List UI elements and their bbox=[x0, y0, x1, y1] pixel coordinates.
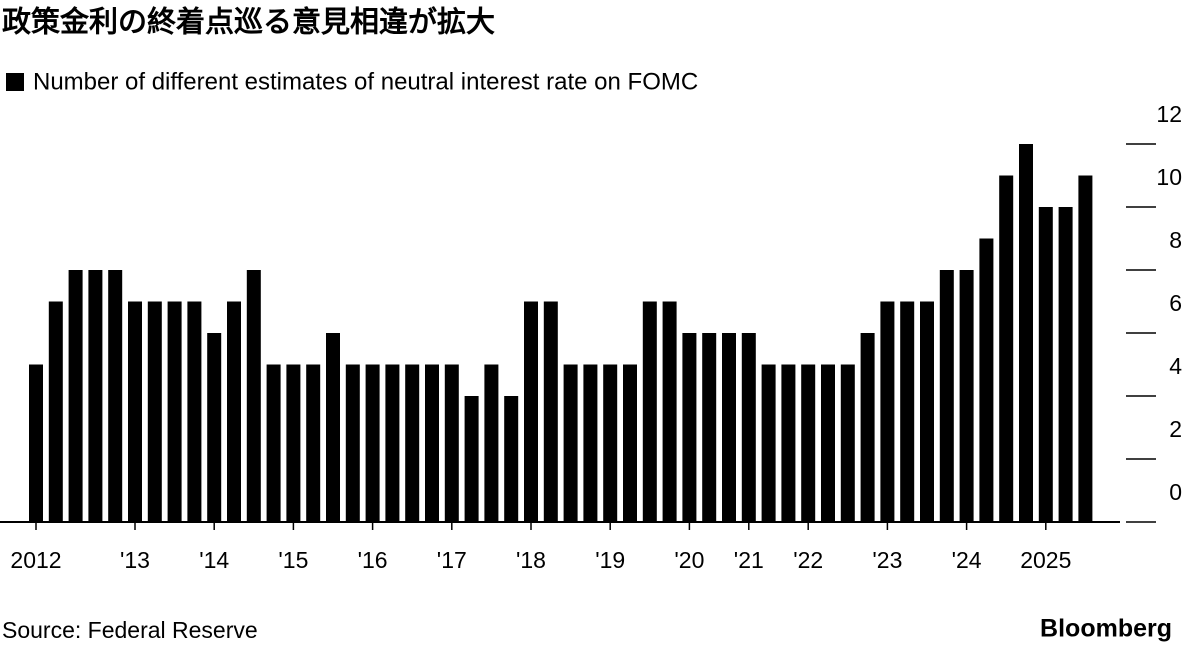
bar bbox=[108, 270, 123, 522]
bar bbox=[939, 270, 954, 522]
bar bbox=[128, 301, 142, 522]
bar bbox=[761, 364, 776, 522]
bar bbox=[246, 270, 261, 522]
bar bbox=[48, 301, 63, 522]
bar bbox=[900, 301, 915, 522]
bar bbox=[702, 333, 717, 522]
x-tick-label: '19 bbox=[595, 547, 625, 573]
bar bbox=[1019, 144, 1033, 522]
bar bbox=[603, 364, 618, 522]
bar bbox=[484, 364, 499, 522]
bar bbox=[662, 301, 677, 522]
bar bbox=[167, 301, 182, 522]
legend-label: Number of different estimates of neutral… bbox=[33, 68, 698, 95]
bar bbox=[682, 333, 697, 522]
x-tick-label: 2025 bbox=[1020, 547, 1071, 573]
bar bbox=[425, 364, 439, 522]
x-tick-label: '17 bbox=[437, 547, 467, 573]
bar bbox=[524, 301, 538, 522]
y-tick-label: 6 bbox=[1169, 290, 1182, 316]
bar bbox=[999, 175, 1014, 522]
x-tick-label: '16 bbox=[358, 547, 388, 573]
chart-title: 政策金利の終着点巡る意見相違が拡大 bbox=[2, 5, 495, 39]
bar bbox=[345, 364, 360, 522]
bar bbox=[642, 301, 657, 522]
bar bbox=[1058, 207, 1073, 522]
bar bbox=[741, 333, 756, 522]
bar bbox=[365, 364, 380, 522]
bar bbox=[88, 270, 103, 522]
x-tick-label: '20 bbox=[674, 547, 704, 573]
bar bbox=[1078, 175, 1093, 522]
bar bbox=[563, 364, 578, 522]
bar bbox=[860, 333, 875, 522]
bar bbox=[880, 301, 895, 522]
bar bbox=[147, 301, 162, 522]
y-tick-label: 0 bbox=[1169, 479, 1182, 505]
bar bbox=[979, 238, 994, 522]
bar bbox=[623, 364, 637, 522]
bar bbox=[959, 270, 974, 522]
bar bbox=[227, 301, 241, 522]
x-tick-label: 2012 bbox=[10, 547, 61, 573]
y-tick-label: 8 bbox=[1169, 227, 1182, 253]
x-tick-label: '14 bbox=[199, 547, 229, 573]
bar bbox=[583, 364, 598, 522]
x-tick-label: '13 bbox=[120, 547, 150, 573]
bar bbox=[207, 333, 222, 522]
x-tick-label: '15 bbox=[278, 547, 308, 573]
bar bbox=[801, 364, 816, 522]
bar bbox=[286, 364, 301, 522]
bar bbox=[405, 364, 420, 522]
bar bbox=[29, 364, 43, 522]
x-tick-label: '18 bbox=[516, 547, 546, 573]
bar bbox=[444, 364, 459, 522]
x-tick-label: '21 bbox=[734, 547, 764, 573]
brand: Bloomberg bbox=[1040, 615, 1172, 643]
bar bbox=[306, 364, 321, 522]
bar bbox=[68, 270, 83, 522]
y-tick-label: 2 bbox=[1169, 416, 1182, 442]
legend-swatch bbox=[6, 73, 24, 91]
x-tick-label: '22 bbox=[793, 547, 823, 573]
y-tick-label: 4 bbox=[1169, 353, 1182, 379]
x-tick-label: '23 bbox=[872, 547, 902, 573]
y-tick-label: 12 bbox=[1156, 101, 1182, 127]
bar bbox=[504, 396, 519, 522]
bar bbox=[187, 301, 202, 522]
bar bbox=[326, 333, 340, 522]
bar bbox=[543, 301, 558, 522]
bar bbox=[821, 364, 835, 522]
bar bbox=[1038, 207, 1053, 522]
source: Source: Federal Reserve bbox=[2, 617, 258, 643]
bar bbox=[385, 364, 400, 522]
bar bbox=[920, 301, 934, 522]
bar bbox=[722, 333, 736, 522]
bar bbox=[781, 364, 796, 522]
bar bbox=[266, 364, 281, 522]
bar bbox=[464, 396, 479, 522]
x-tick-label: '24 bbox=[952, 547, 982, 573]
bar bbox=[840, 364, 855, 522]
y-tick-label: 10 bbox=[1156, 164, 1182, 190]
